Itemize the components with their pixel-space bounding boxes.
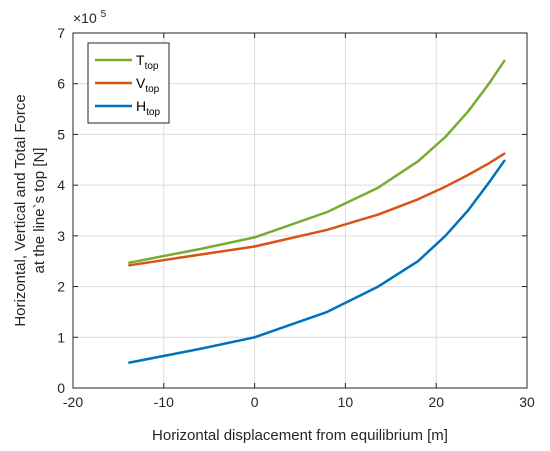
legend-label-name: H [136, 98, 146, 114]
series-line-t [128, 59, 506, 264]
y-multiplier-base: ×10 [73, 10, 97, 26]
legend-label-t: Ttop [136, 52, 159, 72]
x-tick-label: -10 [154, 394, 174, 410]
legend-label-subscript: top [145, 84, 159, 95]
y-tick-label: 2 [57, 279, 65, 295]
legend-label-subscript: top [146, 107, 160, 118]
ticks: -20 -10 0 10 20 30 0 1 2 3 4 5 6 7 [57, 25, 535, 410]
x-tick-label: 10 [338, 394, 354, 410]
legend-label-subscript: top [145, 61, 159, 72]
x-tick-label: 0 [251, 394, 259, 410]
series-layer [128, 59, 506, 364]
legend-label-v: Vtop [136, 75, 160, 95]
y-tick-label: 5 [57, 126, 65, 142]
y-tick-label: 3 [57, 228, 65, 244]
y-tick-label: 0 [57, 380, 65, 396]
x-tick-label: 30 [519, 394, 535, 410]
legend-label-name: V [136, 75, 146, 91]
y-axis-label-line-2: at the line`s top [N] [31, 148, 48, 274]
plot-frame [72, 32, 528, 389]
x-axis-label: Horizontal displacement from equilibrium… [152, 427, 448, 444]
legend-label-h: Htop [136, 98, 160, 118]
y-tick-label: 4 [57, 177, 65, 193]
legend-label-name: T [136, 52, 145, 68]
y-tick-label: 7 [57, 25, 65, 41]
y-multiplier-exponent: 5 [101, 9, 107, 20]
series-line-h [128, 159, 506, 364]
series-line-v [128, 152, 506, 267]
y-tick-label: 1 [57, 329, 65, 345]
y-axis-label-line-1: Horizontal, Vertical and Total Force [12, 94, 29, 326]
y-tick-label: 6 [57, 76, 65, 92]
x-tick-label: -20 [63, 394, 83, 410]
x-tick-label: 20 [428, 394, 444, 410]
y-axis-multiplier: ×10 5 [73, 9, 107, 26]
